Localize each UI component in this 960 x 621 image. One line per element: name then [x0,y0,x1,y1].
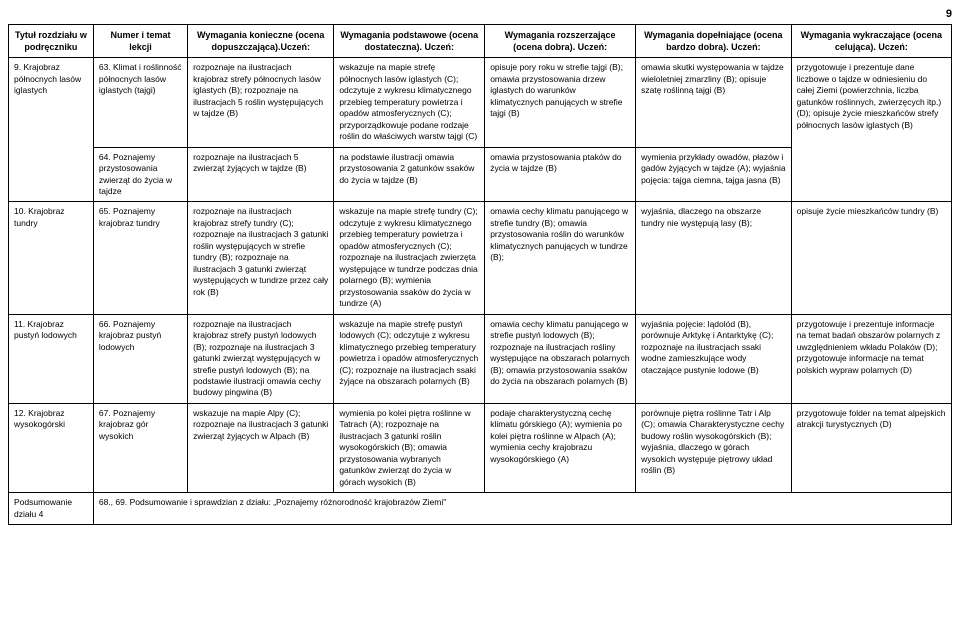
cell-lesson: 66. Poznajemy krajobraz pustyń lodowych [93,314,187,403]
cell-chapter: 9. Krajobraz północnych lasów iglastych [9,58,94,202]
table-row: 12. Krajobraz wysokogórski 67. Poznajemy… [9,403,952,492]
cell-req2: na podstawie ilustracji omawia przystoso… [334,147,485,202]
cell-req1: rozpoznaje na ilustracjach 5 zwierząt ży… [188,147,334,202]
cell-req2: wskazuje na mapie strefę pustyń lodowych… [334,314,485,403]
summary-text: 68., 69. Podsumowanie i sprawdzian z dzi… [93,493,951,525]
header-lesson: Numer i temat lekcji [93,25,187,58]
cell-req4: porównuje piętra roślinne Tatr i Alp (C)… [636,403,792,492]
cell-lesson: 65. Poznajemy krajobraz tundry [93,202,187,314]
cell-req5: przygotowuje i prezentuje informacje na … [791,314,951,403]
cell-req2: wskazuje na mapie strefę tundry (C); odc… [334,202,485,314]
cell-req4: wyjaśnia pojęcie: lądolód (B), porównuje… [636,314,792,403]
header-req-dopelniajace: Wymagania dopełniające (ocena bardzo dob… [636,25,792,58]
cell-chapter: 12. Krajobraz wysokogórski [9,403,94,492]
cell-req2: wskazuje na mapie strefę północnych lasó… [334,58,485,147]
cell-req3: opisuje pory roku w strefie tajgi (B); o… [485,58,636,147]
summary-label: Podsumowanie działu 4 [9,493,94,525]
header-req-rozszerzajace: Wymagania rozszerzające (ocena dobra). U… [485,25,636,58]
header-req-konieczne: Wymagania konieczne (ocena dopuszczająca… [188,25,334,58]
table-row: 10. Krajobraz tundry 65. Poznajemy krajo… [9,202,952,314]
cell-lesson: 67. Poznajemy krajobraz gór wysokich [93,403,187,492]
cell-req5: przygotowuje i prezentuje dane liczbowe … [791,58,951,202]
cell-chapter: 11. Krajobraz pustyń lodowych [9,314,94,403]
cell-req5: opisuje życie mieszkańców tundry (B) [791,202,951,314]
table-header-row: Tytuł rozdziału w podręczniku Numer i te… [9,25,952,58]
table-row: 11. Krajobraz pustyń lodowych 66. Poznaj… [9,314,952,403]
cell-req5: przygotowuje folder na temat alpejskich … [791,403,951,492]
cell-req3: omawia cechy klimatu panującego w strefi… [485,202,636,314]
cell-chapter: 10. Krajobraz tundry [9,202,94,314]
cell-req3: omawia cechy klimatu panującego w strefi… [485,314,636,403]
cell-req3: podaje charakterystyczną cechę klimatu g… [485,403,636,492]
table-row: 9. Krajobraz północnych lasów iglastych … [9,58,952,147]
page-number: 9 [8,8,952,20]
cell-req2: wymienia po kolei piętra roślinne w Tatr… [334,403,485,492]
cell-req4: wyjaśnia, dlaczego na obszarze tundry ni… [636,202,792,314]
cell-req4: wymienia przykłady owadów, płazów i gadó… [636,147,792,202]
curriculum-table: Tytuł rozdziału w podręczniku Numer i te… [8,24,952,525]
cell-req4: omawia skutki występowania w tajdze wiel… [636,58,792,147]
header-title: Tytuł rozdziału w podręczniku [9,25,94,58]
cell-req1: rozpoznaje na ilustracjach krajobraz str… [188,202,334,314]
cell-req1: wskazuje na mapie Alpy (C); rozpoznaje n… [188,403,334,492]
header-req-podstawowe: Wymagania podstawowe (ocena dostateczna)… [334,25,485,58]
cell-lesson: 64. Poznajemy przystosowania zwierząt do… [93,147,187,202]
header-req-wykraczajace: Wymagania wykraczające (ocena celująca).… [791,25,951,58]
cell-lesson: 63. Klimat i roślinność północnych lasów… [93,58,187,147]
cell-req3: omawia przystosowania ptaków do życia w … [485,147,636,202]
cell-req1: rozpoznaje na ilustracjach krajobraz str… [188,58,334,147]
cell-req1: rozpoznaje na ilustracjach krajobraz str… [188,314,334,403]
summary-row: Podsumowanie działu 4 68., 69. Podsumowa… [9,493,952,525]
